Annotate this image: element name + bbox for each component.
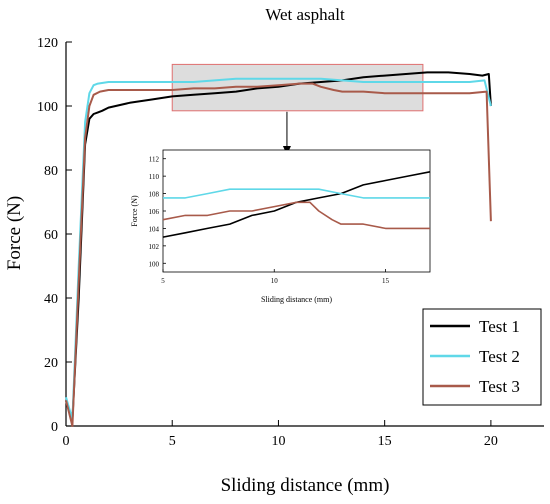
x-tick-label: 5 xyxy=(169,434,176,449)
inset-y-tick-label: 112 xyxy=(149,156,160,164)
y-tick-label: 40 xyxy=(44,292,58,307)
x-tick-label: 10 xyxy=(271,434,285,449)
main-plot-area: 0 20 40 60 80 100 120 0 5 10 15 20 xyxy=(37,36,544,449)
y-tick-label: 120 xyxy=(37,36,58,51)
legend-label: Test 3 xyxy=(479,377,520,396)
inset-x-tick-label: 5 xyxy=(161,277,165,285)
x-tick-label: 20 xyxy=(484,434,498,449)
inset-y-tick-label: 104 xyxy=(149,225,160,233)
inset-series-line xyxy=(162,201,430,230)
x-tick-label: 0 xyxy=(63,434,70,449)
y-tick-label: 0 xyxy=(51,420,58,435)
inset-y-tick-label: 102 xyxy=(149,243,160,251)
inset-x-axis-label: Sliding distance (mm) xyxy=(261,295,332,304)
chart-title: Wet asphalt xyxy=(265,5,345,24)
y-tick-label: 100 xyxy=(37,100,58,115)
inset-y-axis-label: Force (N) xyxy=(130,195,139,227)
y-tick-label: 20 xyxy=(44,356,58,371)
inset-x-tick-label: 15 xyxy=(382,277,390,285)
series-line xyxy=(65,71,492,421)
y-axis-label: Force (N) xyxy=(4,196,25,270)
inset-plot-area: 100 102 104 106 108 110 112 5 10 15 Sliding distan… xyxy=(130,149,431,304)
legend-label: Test 1 xyxy=(479,317,520,336)
inset-y-tick-label: 106 xyxy=(149,208,160,216)
inset-y-tick-label: 108 xyxy=(149,191,160,199)
x-axis-label: Sliding distance (mm) xyxy=(221,475,390,496)
inset-x-tick-label: 10 xyxy=(271,277,279,285)
series-line xyxy=(65,77,492,421)
legend: Test 1 Test 2 Test 3 xyxy=(422,308,542,406)
inset-y-tick-label: 100 xyxy=(149,260,160,268)
legend-label: Test 2 xyxy=(479,347,520,366)
y-tick-label: 80 xyxy=(44,164,58,179)
inset-y-tick-label: 110 xyxy=(149,173,160,181)
y-tick-label: 60 xyxy=(44,228,58,243)
x-tick-label: 15 xyxy=(378,434,392,449)
series-line xyxy=(65,82,492,427)
inset-series-line xyxy=(163,188,430,199)
inset-frame xyxy=(162,149,431,273)
